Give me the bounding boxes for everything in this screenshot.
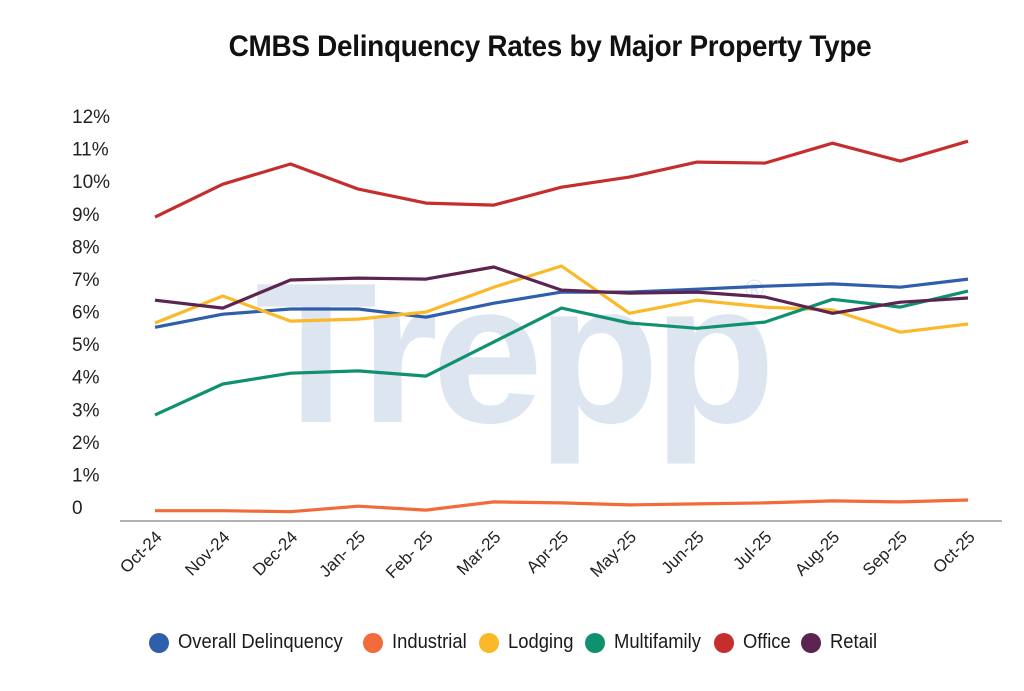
legend-marker-icon [478,632,499,653]
legend-item-lodging[interactable]: Lodging [478,631,574,654]
y-tick-label: 3% [72,400,100,421]
legend-marker-icon [148,632,169,653]
legend-item-retail[interactable]: Retail [801,631,878,654]
x-axis-ticks: Oct-24 Nov-24 Dec-24 Jan- 25 Feb- 25 Mar-25 Ap… [116,527,979,582]
x-tick-label: Sep-25 [859,527,911,579]
x-tick-label: Oct-24 [116,527,166,577]
legend-label: Retail [830,631,878,653]
legend-item-industrial[interactable]: Industrial [362,631,467,654]
y-tick-label: 10% [72,172,110,193]
y-axis-ticks: 0 1% 2% 3% 4% 5% 6% 7% 8% 9% 10% 11% 12% [72,107,110,519]
series-lines [154,139,969,514]
x-tick-label: Nov-24 [181,527,233,579]
legend-marker-icon [801,632,822,653]
legend-item-office[interactable]: Office [714,631,792,654]
x-tick-label: Aug-25 [791,527,843,579]
series-line-lodging [154,264,969,334]
y-tick-label: 2% [72,433,100,454]
legend-label: Office [743,631,792,653]
chart-title: CMBS Delinquency Rates by Major Property… [228,30,872,63]
x-tick-label: Jun-25 [658,527,708,577]
x-tick-label: Oct-25 [929,527,979,577]
legend-label: Industrial [391,631,467,653]
series-line-overall-delinquency [154,277,969,329]
y-tick-label: 0 [72,498,83,519]
legend-item-multifamily[interactable]: Multifamily [584,631,702,654]
y-tick-label: 6% [72,303,100,324]
x-tick-label: Mar-25 [453,527,505,579]
x-tick-label: Jul-25 [729,527,775,573]
series-line-retail [154,265,969,315]
y-tick-label: 1% [72,465,100,486]
watermark-registered-mark: ® [745,274,764,304]
x-tick-label: May-25 [587,527,641,581]
x-tick-label: Jan- 25 [316,527,370,581]
y-tick-label: 7% [72,270,100,291]
y-tick-label: 9% [72,205,100,226]
y-tick-label: 4% [72,368,100,389]
legend-label: Overall Delinquency [177,631,343,653]
legend-marker-icon [584,632,605,653]
series-line-multifamily [154,289,969,417]
legend: Overall Delinquency Industrial Lodging Mult… [0,631,1024,654]
watermark-text: Trepp [255,242,770,465]
y-tick-label: 8% [72,237,100,258]
x-tick-label: Apr-25 [523,527,573,577]
series-line-industrial [155,498,969,514]
watermark: Trepp ® [255,242,776,465]
y-tick-label: 12% [72,107,110,128]
y-tick-label: 5% [72,335,100,356]
series-line-office [154,139,969,219]
legend-item-overall-delinquency[interactable]: Overall Delinquency [148,631,351,654]
legend-label: Multifamily [613,631,701,653]
legend-marker-icon [714,632,735,653]
legend-marker-icon [362,632,383,653]
plot-area: Trepp ® 0 1% 2% 3% 4% 5% 6% 7% 8% 9% 10% 11% 12% Oct… [72,107,1002,582]
x-tick-label: Dec-24 [249,527,301,579]
x-tick-label: Feb- 25 [382,527,437,582]
y-tick-label: 11% [72,140,109,161]
legend-label: Lodging [507,631,574,653]
